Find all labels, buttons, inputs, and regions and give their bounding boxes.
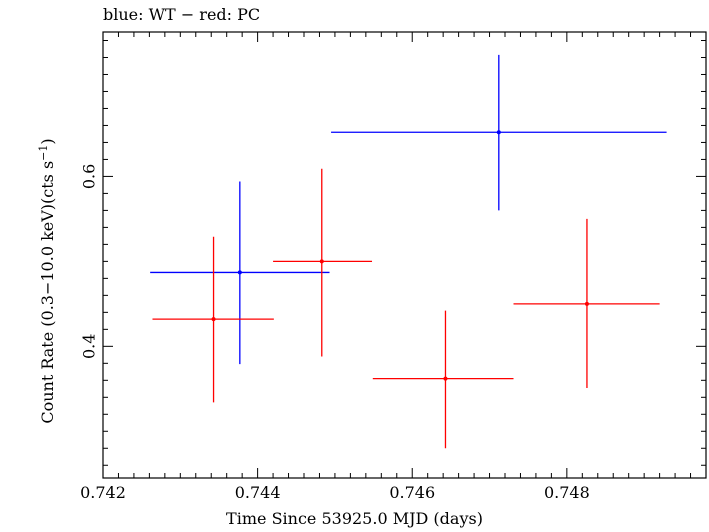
y-tick-label: 0.6 [80,164,99,189]
data-point-group [273,168,373,357]
x-tick-label: 0.744 [235,483,281,502]
data-point-group [331,54,667,211]
data-point-group [372,310,514,449]
y-axis-label-main: Count Rate (0.3−10.0 keV)(cts s [38,160,58,424]
data-point-group [513,218,660,388]
data-point [211,317,216,322]
x-axis-label: Time Since 53925.0 MJD (days) [226,509,483,528]
data-point [443,376,448,381]
y-tick-label: 0.4 [80,334,99,359]
data-point-group [150,181,330,365]
y-axis: 0.4 0.6 [80,39,706,466]
x-tick-label: 0.742 [80,483,126,502]
x-axis: 0.742 0.744 0.746 0.748 [80,32,707,502]
plot-frame [102,31,707,479]
data-point [496,130,501,135]
data-point [319,259,324,264]
plot-border [102,31,707,479]
y-axis-label-sup: −1 [36,144,50,161]
x-tick-label: 0.748 [544,483,590,502]
chart-title: blue: WT − red: PC [103,5,261,24]
data-marks [150,54,667,449]
data-point-group [152,236,274,403]
y-axis-label: Count Rate (0.3−10.0 keV)(cts s−1) [37,138,57,423]
data-point [584,301,589,306]
y-axis-label-tail: ) [38,138,58,145]
x-tick-label: 0.746 [389,483,435,502]
data-point [237,270,242,275]
